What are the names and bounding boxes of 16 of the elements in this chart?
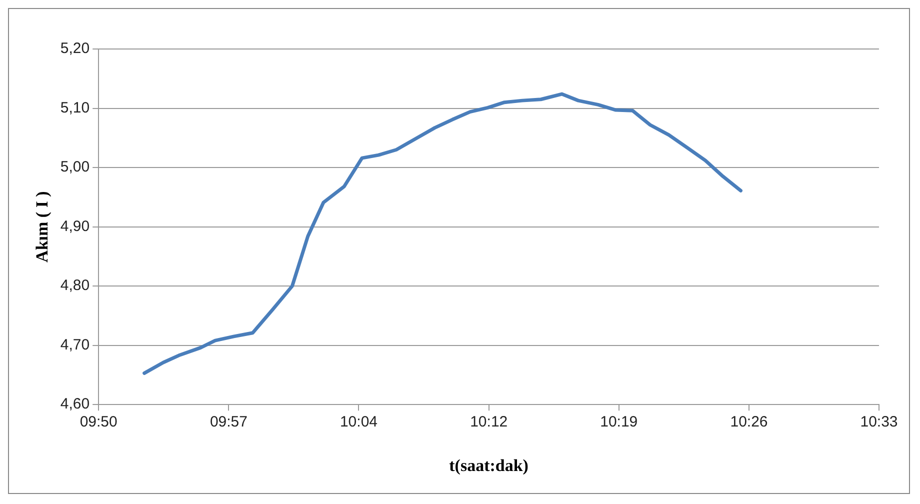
x-tick-label: 09:57 <box>210 414 248 431</box>
x-axis-title: t(saat:dak) <box>449 456 528 476</box>
x-tick-label: 10:19 <box>600 414 638 431</box>
y-tick-label: 4,80 <box>60 277 90 294</box>
x-tick-label: 10:12 <box>470 414 508 431</box>
x-tick-label: 10:33 <box>860 414 898 431</box>
y-tick-label: 5,00 <box>60 158 90 176</box>
y-tick-label: 4,70 <box>60 336 90 354</box>
x-tick-label: 09:50 <box>80 414 118 431</box>
y-tick-label: 5,20 <box>60 40 90 58</box>
y-tick-label: 4,60 <box>60 396 90 413</box>
x-tick-label: 10:04 <box>340 414 378 431</box>
y-tick-label: 5,10 <box>60 99 90 116</box>
y-axis-title: Akım ( I ) <box>32 191 52 262</box>
y-tick-label: 4,90 <box>60 218 90 235</box>
x-tick-label: 10:26 <box>730 414 768 431</box>
